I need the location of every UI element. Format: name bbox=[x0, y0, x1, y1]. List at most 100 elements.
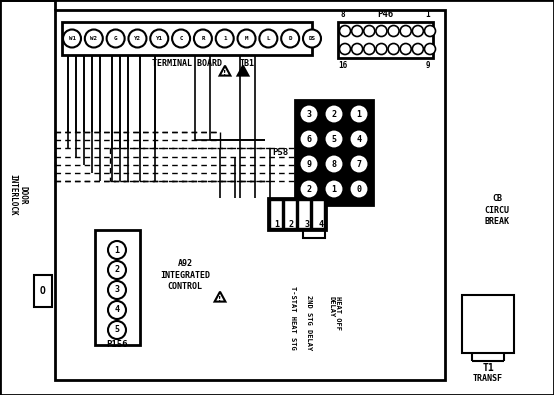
Text: 4: 4 bbox=[319, 220, 324, 229]
Circle shape bbox=[108, 241, 126, 259]
Bar bbox=[55, 10, 445, 380]
Text: !: ! bbox=[223, 70, 227, 76]
Circle shape bbox=[424, 26, 435, 36]
Circle shape bbox=[106, 30, 125, 47]
Text: W2: W2 bbox=[90, 36, 98, 41]
Circle shape bbox=[388, 26, 399, 36]
Text: Y2: Y2 bbox=[134, 36, 141, 41]
Circle shape bbox=[63, 30, 81, 47]
Circle shape bbox=[238, 30, 255, 47]
Text: TRANSF: TRANSF bbox=[473, 374, 503, 383]
Circle shape bbox=[376, 43, 387, 55]
Circle shape bbox=[325, 130, 343, 149]
Bar bbox=[338, 22, 433, 58]
Bar bbox=[268, 198, 326, 230]
Circle shape bbox=[325, 179, 343, 199]
Text: D: D bbox=[289, 36, 292, 41]
Text: R: R bbox=[201, 36, 204, 41]
Circle shape bbox=[108, 281, 126, 299]
Bar bbox=[95, 230, 140, 345]
Text: 1: 1 bbox=[331, 184, 336, 194]
Text: 9: 9 bbox=[425, 61, 430, 70]
Text: TB1: TB1 bbox=[239, 59, 254, 68]
Circle shape bbox=[108, 321, 126, 339]
Text: M: M bbox=[245, 36, 248, 41]
Circle shape bbox=[194, 30, 212, 47]
Circle shape bbox=[352, 26, 363, 36]
Text: Y1: Y1 bbox=[156, 36, 163, 41]
Text: 4: 4 bbox=[115, 305, 120, 314]
Circle shape bbox=[303, 30, 321, 47]
Circle shape bbox=[129, 30, 146, 47]
Circle shape bbox=[108, 301, 126, 319]
Circle shape bbox=[412, 26, 423, 36]
Text: 2: 2 bbox=[331, 109, 336, 118]
Text: 3: 3 bbox=[115, 286, 120, 295]
Text: 1: 1 bbox=[357, 109, 362, 118]
Circle shape bbox=[412, 43, 423, 55]
Circle shape bbox=[424, 43, 435, 55]
Text: 8: 8 bbox=[341, 10, 345, 19]
Circle shape bbox=[281, 30, 299, 47]
Text: 2: 2 bbox=[306, 184, 311, 194]
Circle shape bbox=[400, 43, 411, 55]
Circle shape bbox=[300, 130, 319, 149]
Text: P156: P156 bbox=[106, 340, 128, 349]
Text: 2: 2 bbox=[115, 265, 120, 275]
Text: 9: 9 bbox=[306, 160, 311, 169]
Bar bbox=[312, 200, 324, 228]
Text: 0: 0 bbox=[357, 184, 362, 194]
Circle shape bbox=[400, 26, 411, 36]
Bar bbox=[62, 22, 312, 55]
Text: A92
INTEGRATED
CONTROL: A92 INTEGRATED CONTROL bbox=[160, 259, 210, 291]
Circle shape bbox=[172, 30, 190, 47]
Circle shape bbox=[85, 30, 103, 47]
Text: T-STAT HEAT STG: T-STAT HEAT STG bbox=[290, 286, 296, 350]
Text: 1: 1 bbox=[274, 220, 280, 229]
Bar bbox=[462, 295, 514, 353]
Circle shape bbox=[259, 30, 278, 47]
Bar bbox=[34, 275, 52, 307]
Circle shape bbox=[300, 105, 319, 124]
Circle shape bbox=[388, 43, 399, 55]
Text: 2: 2 bbox=[289, 220, 294, 229]
Text: G: G bbox=[114, 36, 117, 41]
Text: 2ND STG DELAY: 2ND STG DELAY bbox=[306, 295, 312, 350]
Circle shape bbox=[108, 261, 126, 279]
Text: 16: 16 bbox=[338, 61, 347, 70]
Circle shape bbox=[340, 26, 351, 36]
Bar bbox=[298, 200, 310, 228]
Bar bbox=[303, 230, 325, 238]
Circle shape bbox=[216, 30, 234, 47]
Circle shape bbox=[350, 105, 368, 124]
Text: 8: 8 bbox=[331, 160, 336, 169]
Bar bbox=[295, 100, 373, 205]
Text: 5: 5 bbox=[331, 135, 336, 143]
Circle shape bbox=[350, 179, 368, 199]
Text: 3: 3 bbox=[305, 220, 310, 229]
Circle shape bbox=[350, 130, 368, 149]
Circle shape bbox=[364, 43, 375, 55]
Text: 4: 4 bbox=[357, 135, 362, 143]
Text: 6: 6 bbox=[306, 135, 311, 143]
Text: HEAT OFF
DELAY: HEAT OFF DELAY bbox=[328, 296, 341, 330]
Circle shape bbox=[340, 43, 351, 55]
Bar bbox=[270, 200, 282, 228]
Text: O: O bbox=[40, 286, 46, 296]
Text: 1: 1 bbox=[425, 10, 430, 19]
Text: 3: 3 bbox=[306, 109, 311, 118]
Circle shape bbox=[325, 154, 343, 173]
Circle shape bbox=[150, 30, 168, 47]
Text: 1: 1 bbox=[115, 246, 120, 254]
Text: L: L bbox=[266, 36, 270, 41]
Text: CB
CIRCU
BREAK: CB CIRCU BREAK bbox=[485, 194, 510, 226]
Bar bbox=[284, 200, 296, 228]
Text: !: ! bbox=[218, 296, 222, 302]
Text: TERMINAL BOARD: TERMINAL BOARD bbox=[152, 59, 222, 68]
Circle shape bbox=[376, 26, 387, 36]
Text: P46: P46 bbox=[377, 10, 393, 19]
Circle shape bbox=[352, 43, 363, 55]
Circle shape bbox=[350, 154, 368, 173]
Text: P58: P58 bbox=[272, 147, 288, 156]
Circle shape bbox=[300, 154, 319, 173]
